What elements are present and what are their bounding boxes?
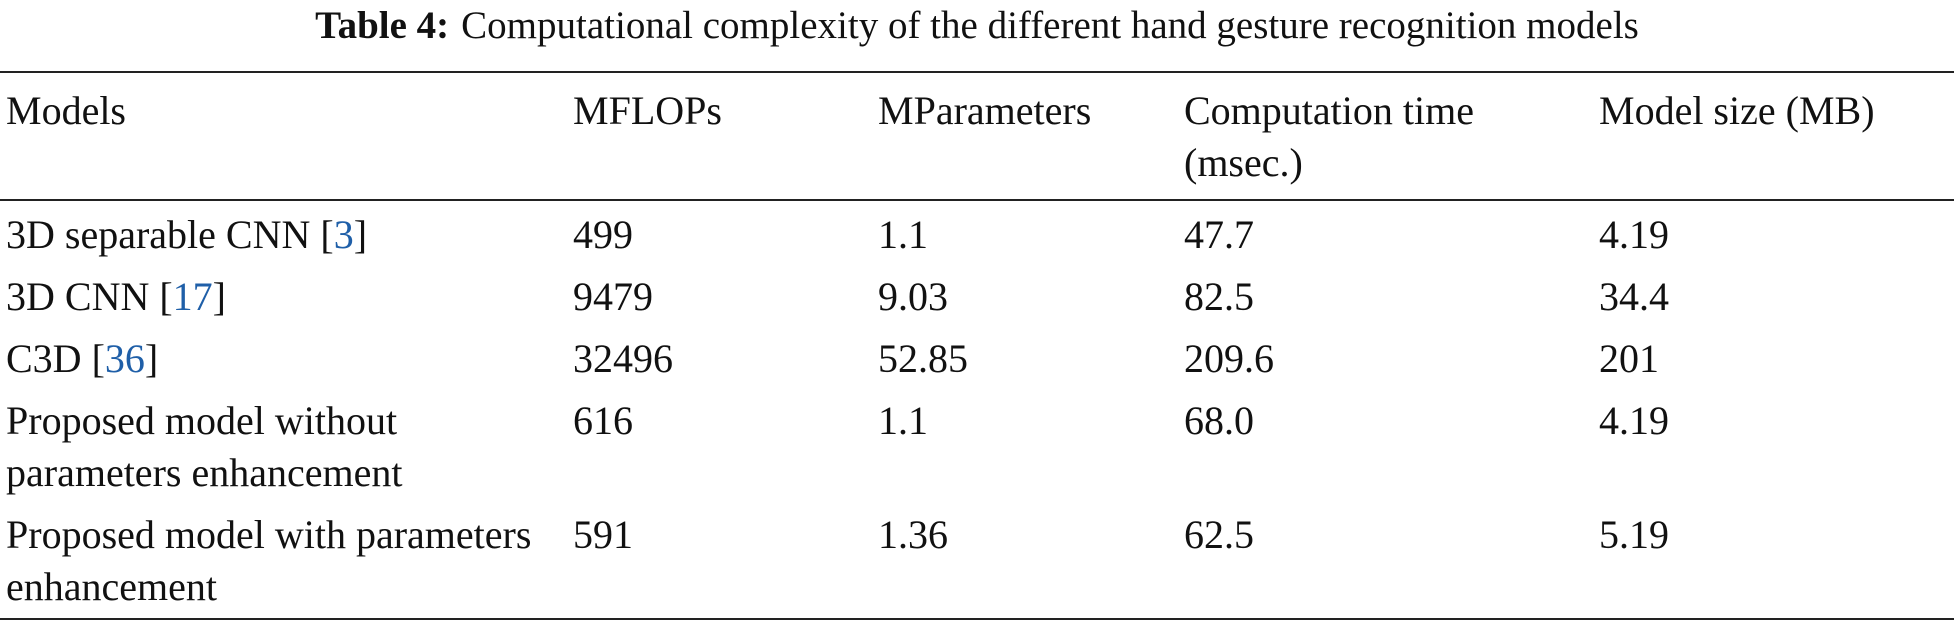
value-cell: 616 [573,398,633,443]
model-name: C3D [ [6,336,105,381]
model-cell: 3D separable CNN [3] [0,200,573,266]
value-cell: 1.1 [878,212,928,257]
model-name: 3D separable CNN [ [6,212,334,257]
model-cell: Proposed model with parameters enhanceme… [0,504,573,619]
value-cell: 52.85 [878,336,968,381]
table-title: Table 4: Computational complexity of the … [0,2,1954,50]
model-cell: C3D [36] [0,328,573,390]
value-cell: 499 [573,212,633,257]
value-cell: 82.5 [1184,274,1254,319]
value-cell: 5.19 [1599,512,1669,557]
value-cell: 1.36 [878,512,948,557]
bracket: ] [144,336,159,381]
table-header: Models MFLOPs MParameters Computation time … [0,72,1954,200]
bracket: ] [353,212,368,257]
value-cell: 34.4 [1599,274,1669,319]
citation: 17 [172,274,213,319]
model-name: Proposed model with parameters enhanceme… [6,512,532,609]
bracket: ] [212,274,226,319]
value-cell: 209.6 [1184,336,1274,381]
column-header: MFLOPs [573,88,722,133]
table-row: 3D CNN [17] 9479 9.03 82.5 34.4 [0,266,1954,328]
citation: 36 [104,336,145,381]
model-name: 3D CNN [ [6,274,173,319]
value-cell: 9479 [573,274,653,319]
value-cell: 4.19 [1599,212,1669,257]
model-cell: Proposed model without parameters enhanc… [0,390,573,504]
value-cell: 47.7 [1184,212,1254,257]
column-header: Model size (MB) [1599,88,1875,133]
column-header: Computation time (msec.) [1184,88,1474,185]
table-row: 3D separable CNN [3] 499 1.1 47.7 4.19 [0,200,1954,266]
value-cell: 9.03 [878,274,948,319]
value-cell: 4.19 [1599,398,1669,443]
value-cell: 68.0 [1184,398,1254,443]
table-row: Proposed model with parameters enhanceme… [0,504,1954,619]
value-cell: 201 [1599,336,1659,381]
value-cell: 32496 [573,336,673,381]
value-cell: 62.5 [1184,512,1254,557]
citation: 3 [333,212,354,257]
table-label: Table 4: [315,4,450,47]
column-header: MParameters [878,88,1092,133]
value-cell: 1.1 [878,398,928,443]
table-row: C3D [36] 32496 52.85 209.6 201 [0,328,1954,390]
column-header: Models [6,88,126,133]
model-cell: 3D CNN [17] [0,266,573,328]
header-row: Models MFLOPs MParameters Computation time … [0,72,1954,200]
model-name: Proposed model without parameters enhanc… [6,398,403,495]
table-caption: Computational complexity of the differen… [461,4,1639,47]
value-cell: 591 [573,512,633,557]
table-row: Proposed model without parameters enhanc… [0,390,1954,504]
table: Models MFLOPs MParameters Computation time … [0,71,1954,620]
table-body: 3D separable CNN [3] 499 1.1 47.7 4.19 3D CNN… [0,200,1954,619]
